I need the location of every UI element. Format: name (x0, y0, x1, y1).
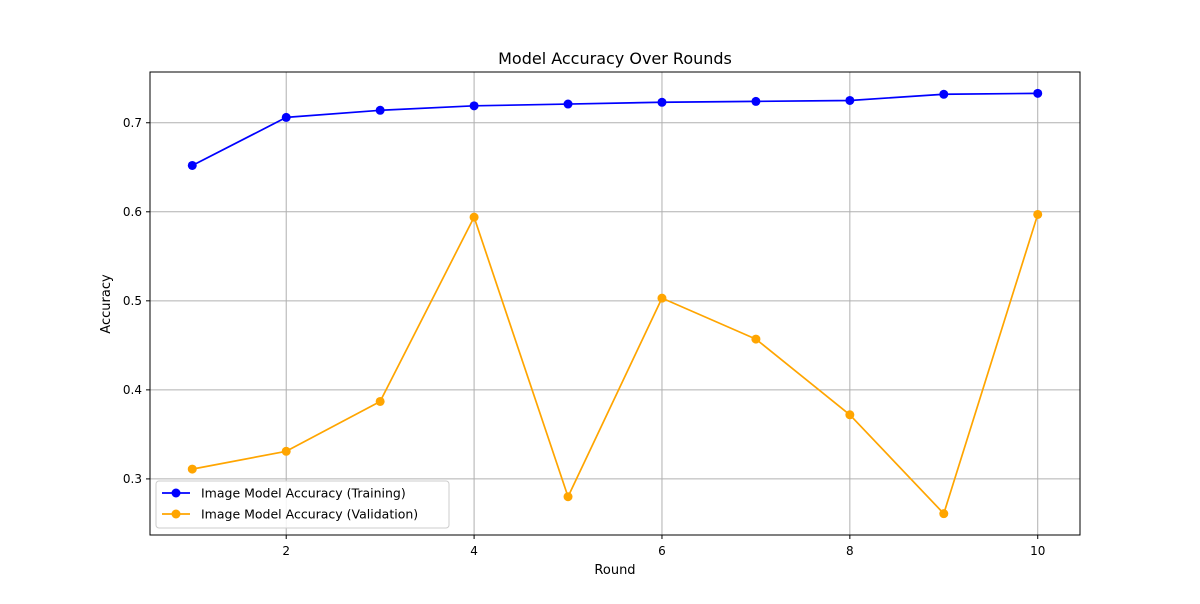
y-tick-label: 0.7 (123, 116, 142, 130)
data-point (1033, 209, 1043, 219)
series-line (191, 92, 1038, 167)
x-tick-label: 6 (658, 544, 666, 558)
data-point (751, 96, 761, 106)
x-tick-label: 2 (282, 544, 290, 558)
axis-ticks: 2 4 6 8 10 0.3 0.4 0.5 0.6 0.7 (123, 116, 1045, 558)
x-tick-label: 8 (846, 544, 854, 558)
legend-label: Image Model Accuracy (Validation) (201, 507, 418, 522)
legend-box (155, 480, 450, 529)
data-point (187, 160, 197, 170)
y-tick-label: 0.4 (123, 383, 142, 397)
legend-item: Image Model Accuracy (Training) (162, 486, 406, 501)
data-point (939, 89, 949, 99)
data-point (469, 212, 479, 222)
series-2 (187, 209, 1043, 519)
data-point (281, 112, 291, 122)
x-tick-label: 4 (470, 544, 478, 558)
x-axis-label: Round (594, 563, 635, 578)
data-point (657, 293, 667, 303)
data-point (657, 97, 667, 107)
series-group (187, 88, 1043, 519)
data-point (751, 334, 761, 344)
data-point (1033, 88, 1043, 98)
x-tick-label: 10 (1030, 544, 1045, 558)
data-point (563, 99, 573, 109)
legend-label: Image Model Accuracy (Training) (201, 486, 406, 501)
data-point (469, 101, 479, 111)
legend-marker (171, 509, 181, 519)
data-point (281, 446, 291, 456)
data-point (845, 410, 855, 420)
data-point (375, 105, 385, 115)
legend: Image Model Accuracy (Training) Image Mod… (155, 480, 450, 529)
data-point (563, 492, 573, 502)
legend-item: Image Model Accuracy (Validation) (162, 507, 418, 522)
data-point (939, 509, 949, 519)
plot-area-frame (149, 71, 1081, 536)
legend-marker (171, 488, 181, 498)
y-tick-label: 0.6 (123, 205, 142, 219)
y-tick-label: 0.3 (123, 472, 142, 486)
data-point (845, 95, 855, 105)
y-tick-label: 0.5 (123, 294, 142, 308)
data-point (375, 396, 385, 406)
series-line (192, 214, 1039, 515)
chart-title: Model Accuracy Over Rounds (498, 49, 732, 68)
grid (150, 72, 1080, 535)
y-axis-label: Accuracy (99, 274, 114, 334)
data-point (187, 464, 197, 474)
series-1 (187, 88, 1043, 170)
